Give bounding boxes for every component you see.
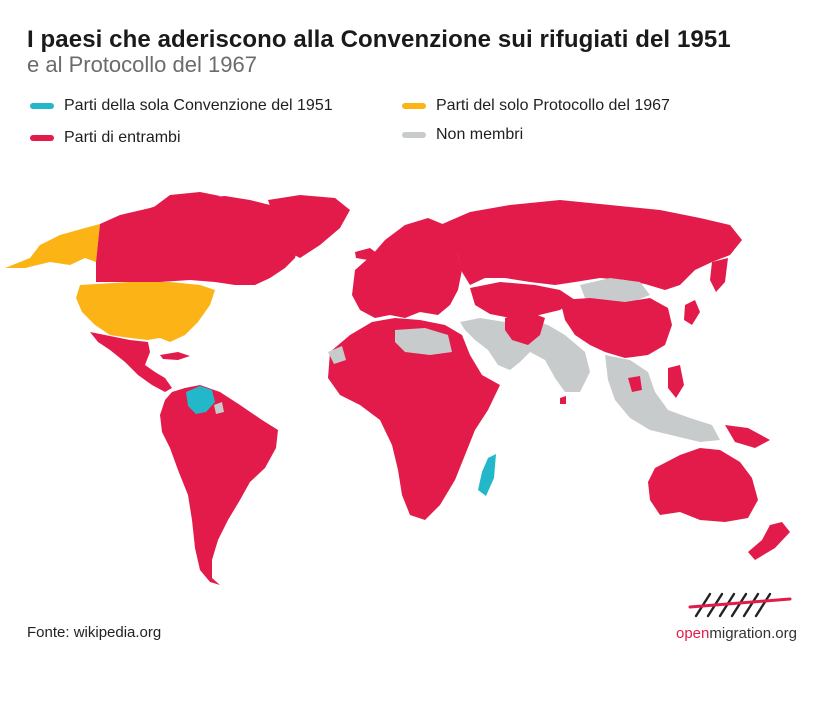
region-papua bbox=[725, 425, 770, 448]
legend-swatch bbox=[30, 135, 54, 141]
logo-part-open: open bbox=[676, 625, 710, 642]
region-greenland bbox=[268, 195, 350, 258]
source-note: Fonte: wikipedia.org bbox=[27, 624, 162, 641]
region-central-asia bbox=[470, 282, 575, 318]
world-map bbox=[5, 192, 790, 585]
legend-swatch bbox=[402, 132, 426, 138]
region-australia bbox=[648, 448, 758, 522]
openmigration-logo-icon bbox=[688, 592, 792, 618]
legend-label: Parti della sola Convenzione del 1951 bbox=[64, 97, 333, 114]
region-mongolia bbox=[580, 278, 650, 302]
region-madagascar bbox=[478, 454, 496, 496]
legend-item-non-members: Non membri bbox=[402, 126, 523, 144]
legend-swatch bbox=[30, 103, 54, 109]
region-iran bbox=[505, 312, 545, 345]
legend-swatch bbox=[402, 103, 426, 109]
legend-item-protocol-only: Parti del solo Protocollo del 1967 bbox=[402, 97, 670, 115]
region-south-america bbox=[160, 385, 278, 585]
region-japan bbox=[684, 300, 700, 325]
legend-item-both: Parti di entrambi bbox=[30, 129, 181, 147]
region-small-island bbox=[560, 396, 566, 404]
legend: Parti della sola Convenzione del 1951 Pa… bbox=[0, 0, 830, 160]
map-subtitle: e al Protocollo del 1967 bbox=[27, 52, 257, 77]
region-southeast-asia bbox=[605, 355, 720, 442]
legend-label: Non membri bbox=[436, 126, 524, 143]
openmigration-logo-text: openmigration.org bbox=[676, 625, 797, 642]
region-middle-east-south-asia bbox=[460, 318, 590, 392]
region-usa bbox=[76, 282, 215, 342]
region-alaska bbox=[5, 224, 100, 268]
region-cambodia bbox=[628, 376, 642, 392]
region-arctic-islands bbox=[150, 192, 220, 210]
region-caribbean bbox=[160, 352, 190, 360]
region-russia bbox=[440, 200, 742, 290]
region-africa bbox=[328, 318, 500, 520]
region-guiana-non-member bbox=[214, 402, 224, 414]
region-philippines bbox=[668, 365, 684, 398]
map-title: I paesi che aderiscono alla Convenzione … bbox=[27, 26, 731, 53]
legend-item-convention-only: Parti della sola Convenzione del 1951 bbox=[30, 97, 333, 115]
region-china bbox=[560, 298, 672, 358]
region-libya bbox=[395, 328, 452, 355]
region-venezuela bbox=[186, 386, 215, 414]
logo-part-migration: migration.org bbox=[709, 625, 797, 642]
region-mexico bbox=[90, 332, 172, 392]
region-western-sahara bbox=[328, 346, 346, 364]
legend-label: Parti di entrambi bbox=[64, 129, 181, 146]
legend-label: Parti del solo Protocollo del 1967 bbox=[436, 97, 670, 114]
region-new-zealand bbox=[748, 522, 790, 560]
region-canada bbox=[96, 196, 300, 285]
region-europe bbox=[352, 218, 462, 318]
region-kamchatka bbox=[710, 258, 728, 292]
